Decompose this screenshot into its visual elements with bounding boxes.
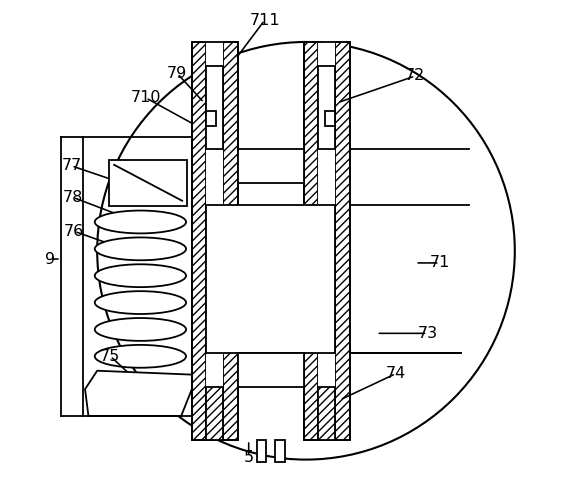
Text: 77: 77 bbox=[61, 158, 81, 173]
Bar bbox=[325, 112, 335, 126]
Text: 5: 5 bbox=[244, 450, 254, 465]
Text: 78: 78 bbox=[63, 190, 83, 205]
Ellipse shape bbox=[95, 264, 186, 287]
Text: 75: 75 bbox=[100, 349, 120, 364]
Bar bbox=[192, 42, 206, 440]
Bar bbox=[206, 205, 335, 353]
Polygon shape bbox=[85, 371, 192, 416]
Ellipse shape bbox=[95, 345, 186, 368]
Text: 76: 76 bbox=[64, 224, 84, 239]
Bar bbox=[275, 440, 285, 462]
Text: 79: 79 bbox=[167, 66, 187, 81]
Ellipse shape bbox=[95, 291, 186, 314]
Bar bbox=[224, 42, 238, 440]
Bar bbox=[206, 42, 224, 440]
Ellipse shape bbox=[95, 238, 186, 260]
Text: 9: 9 bbox=[45, 252, 55, 266]
Bar bbox=[206, 66, 224, 149]
Text: 74: 74 bbox=[386, 366, 406, 381]
Bar bbox=[238, 353, 303, 387]
Bar bbox=[192, 42, 238, 440]
Bar bbox=[318, 42, 335, 440]
Bar bbox=[238, 149, 303, 183]
Bar bbox=[303, 42, 318, 440]
Bar bbox=[206, 112, 216, 126]
Bar bbox=[318, 66, 335, 149]
Text: 711: 711 bbox=[249, 13, 280, 28]
Bar bbox=[335, 42, 350, 440]
Text: 71: 71 bbox=[429, 255, 450, 270]
Ellipse shape bbox=[95, 318, 186, 341]
Text: 710: 710 bbox=[131, 90, 161, 105]
Bar bbox=[206, 387, 224, 440]
Bar bbox=[303, 42, 350, 440]
Bar bbox=[257, 440, 266, 462]
Bar bbox=[109, 160, 187, 206]
Ellipse shape bbox=[95, 210, 186, 233]
Bar bbox=[318, 387, 335, 440]
Text: 72: 72 bbox=[405, 69, 425, 83]
Text: 73: 73 bbox=[417, 326, 438, 341]
